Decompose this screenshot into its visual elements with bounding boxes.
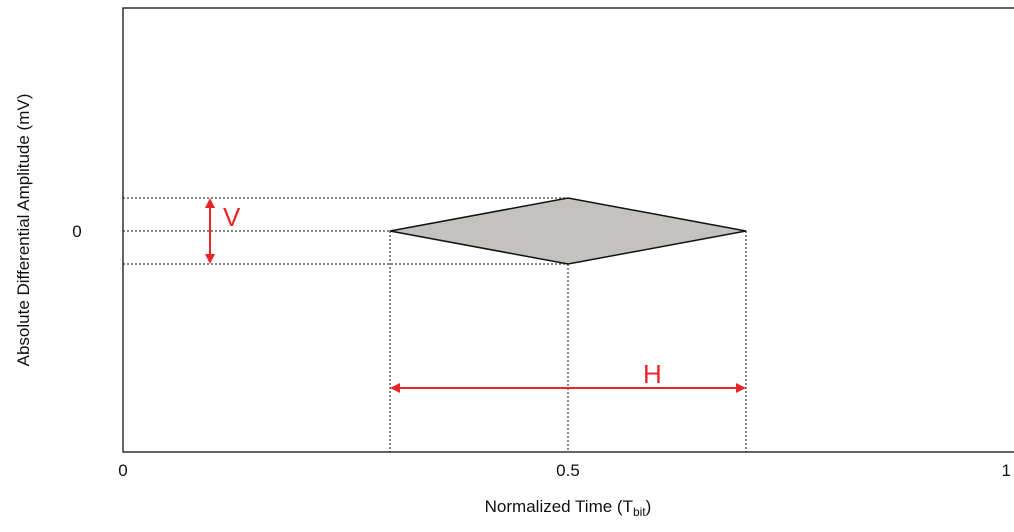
horizontal-opening-label: H bbox=[643, 359, 662, 389]
plot-frame bbox=[122, 7, 1014, 453]
y-axis-title: Absolute Differential Amplitude (mV) bbox=[14, 94, 33, 367]
x-axis-title-close: ) bbox=[646, 497, 652, 516]
x-tick-label-1: 1 bbox=[1002, 461, 1011, 480]
vertical-opening-label: V bbox=[223, 202, 241, 232]
x-tick-label-0-5: 0.5 bbox=[556, 461, 580, 480]
x-axis-title-subscript: bit bbox=[633, 505, 646, 519]
eye-opening-diamond bbox=[389, 197, 747, 265]
x-axis-title: Normalized Time (Tbit) bbox=[485, 497, 652, 519]
y-tick-label-0: 0 bbox=[72, 222, 81, 241]
x-tick-label-0: 0 bbox=[118, 461, 127, 480]
x-axis-title-main: Normalized Time (T bbox=[485, 497, 633, 516]
